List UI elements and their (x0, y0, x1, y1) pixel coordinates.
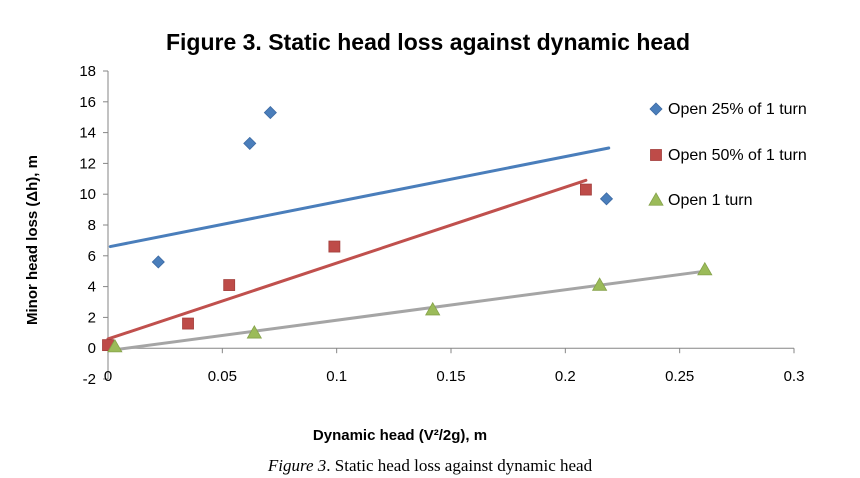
legend-label: Open 50% of 1 turn (668, 147, 807, 164)
y-tick-label: -2 (83, 371, 96, 388)
y-axis-label: Minor head loss (Δh), m (24, 155, 41, 325)
x-tick-label: 0.05 (208, 368, 237, 385)
x-tick-label: 0.15 (436, 368, 465, 385)
data-point-square (580, 183, 592, 196)
chart-title: Figure 3. Static head loss against dynam… (166, 29, 690, 55)
x-axis-label: Dynamic head (V²/2g), m (313, 427, 487, 444)
y-tick-label: 4 (88, 279, 96, 296)
data-point-square (650, 149, 662, 161)
x-tick-label: 0.1 (326, 368, 347, 385)
data-point-diamond (243, 136, 257, 150)
legend: Open 25% of 1 turn Open 50% of 1 turn Open… (648, 101, 807, 209)
data-point-square (223, 279, 236, 291)
data-point-diamond (599, 192, 614, 206)
data-point-triangle (697, 261, 713, 276)
scatter-chart: Figure 3. Static head loss against dynam… (24, 29, 807, 444)
data-point-triangle (591, 277, 608, 291)
trendline (108, 146, 611, 249)
legend-label: Open 25% of 1 turn (668, 101, 807, 118)
data-point-square (328, 240, 341, 253)
data-points (102, 106, 713, 353)
trendline (106, 178, 588, 341)
axes: -2 0 2 4 6 8 10 12 14 16 18 0 0.05 0.1 0.15 0.2 0.25 0.3 (79, 63, 804, 388)
data-point-triangle (425, 301, 441, 316)
data-point-triangle (246, 324, 263, 339)
legend-label: Open 1 turn (668, 192, 753, 209)
data-point-triangle (648, 192, 664, 206)
x-tick-label: 0.2 (555, 368, 576, 385)
y-tick-label: 6 (88, 248, 96, 265)
y-tick-label: 10 (79, 186, 96, 203)
y-tick-label: 2 (88, 309, 96, 326)
x-tick-label: 0.3 (784, 368, 805, 385)
y-tick-label: 0 (88, 340, 96, 357)
data-point-diamond (151, 255, 165, 269)
x-tick-label: 0.25 (665, 368, 694, 385)
trendline (113, 269, 707, 352)
trendlines (106, 146, 707, 352)
data-point-square (182, 317, 194, 330)
y-tick-label: 14 (79, 125, 96, 142)
figure-caption: Figure 3. Static head loss against dynam… (0, 456, 860, 476)
y-tick-label: 12 (79, 155, 96, 172)
x-tick-label: 0 (104, 368, 112, 385)
data-point-diamond (263, 106, 277, 120)
y-tick-label: 18 (79, 63, 96, 80)
caption-text: . Static head loss against dynamic head (326, 456, 593, 475)
data-point-triangle (107, 338, 123, 353)
data-point-diamond (649, 102, 663, 116)
caption-label: Figure 3 (267, 456, 327, 475)
y-tick-label: 8 (88, 217, 96, 234)
y-tick-label: 16 (79, 94, 96, 111)
